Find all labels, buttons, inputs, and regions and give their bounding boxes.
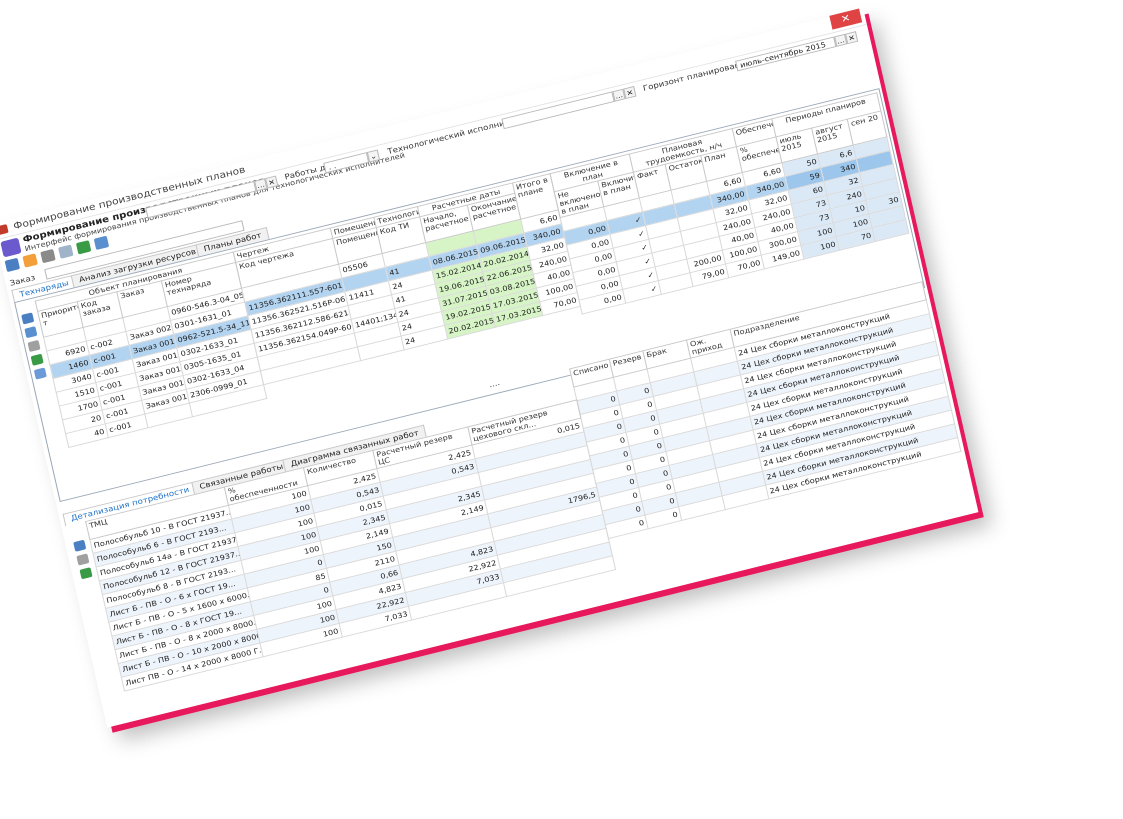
refresh-icon[interactable] — [75, 240, 92, 255]
filter-icon[interactable] — [4, 257, 21, 273]
mail-icon[interactable] — [22, 253, 38, 268]
application-window: Формирование производственных планов ✕ Ф… — [0, 8, 979, 728]
horizon-clear-button[interactable]: ✕ — [844, 31, 859, 45]
save-icon[interactable] — [58, 244, 74, 259]
export-icon[interactable] — [93, 235, 110, 251]
form-icon — [0, 237, 22, 258]
delete-icon[interactable] — [40, 248, 56, 264]
bottom-filter-icon[interactable] — [73, 539, 87, 552]
bottom-clear-icon[interactable] — [76, 553, 90, 566]
tech-exec-clear-button[interactable]: ✕ — [623, 86, 637, 100]
bottom-refresh-icon[interactable] — [79, 567, 93, 580]
